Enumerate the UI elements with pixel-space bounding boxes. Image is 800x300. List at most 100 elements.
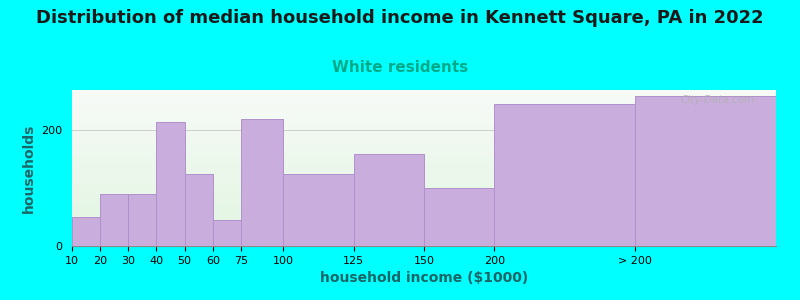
Y-axis label: households: households: [22, 123, 35, 213]
Bar: [72, 213, 776, 214]
Bar: [635, 96, 776, 246]
Bar: [157, 122, 185, 246]
Bar: [72, 223, 776, 224]
Text: Distribution of median household income in Kennett Square, PA in 2022: Distribution of median household income …: [36, 9, 764, 27]
Bar: [72, 152, 776, 153]
Bar: [72, 232, 776, 233]
Bar: [72, 164, 776, 165]
Text: City-Data.com: City-Data.com: [681, 95, 755, 105]
Bar: [72, 157, 776, 158]
Bar: [72, 112, 776, 113]
Bar: [72, 131, 776, 132]
Bar: [72, 241, 776, 242]
Bar: [72, 90, 776, 91]
Bar: [72, 163, 776, 164]
Bar: [72, 139, 776, 140]
Bar: [72, 92, 776, 93]
Bar: [72, 188, 776, 189]
Bar: [72, 199, 776, 200]
Bar: [72, 121, 776, 122]
Bar: [72, 102, 776, 103]
Bar: [72, 236, 776, 237]
Bar: [72, 174, 776, 175]
Bar: [72, 138, 776, 139]
Bar: [72, 201, 776, 202]
Bar: [72, 149, 776, 150]
Bar: [72, 167, 776, 168]
Bar: [72, 190, 776, 191]
Bar: [185, 174, 213, 246]
Bar: [72, 126, 776, 127]
Bar: [72, 226, 776, 227]
Bar: [72, 134, 776, 135]
Bar: [72, 195, 776, 196]
Bar: [72, 148, 776, 149]
Bar: [72, 169, 776, 170]
Bar: [72, 197, 776, 198]
Bar: [72, 171, 776, 172]
Bar: [72, 136, 776, 137]
Bar: [72, 211, 776, 212]
Bar: [72, 227, 776, 228]
Bar: [72, 202, 776, 203]
Bar: [72, 108, 776, 109]
Bar: [72, 143, 776, 144]
Bar: [72, 189, 776, 190]
Bar: [72, 109, 776, 110]
Bar: [72, 243, 776, 244]
Bar: [72, 150, 776, 151]
Bar: [72, 205, 776, 206]
Bar: [72, 182, 776, 183]
Bar: [72, 162, 776, 163]
Bar: [72, 244, 776, 245]
Bar: [72, 117, 776, 118]
Bar: [72, 119, 776, 120]
Bar: [72, 215, 776, 216]
Bar: [72, 153, 776, 154]
Bar: [72, 116, 776, 117]
Bar: [72, 118, 776, 119]
Bar: [72, 217, 100, 246]
Bar: [72, 192, 776, 193]
Bar: [72, 193, 776, 194]
Bar: [72, 176, 776, 177]
Bar: [72, 239, 776, 240]
Bar: [72, 124, 776, 125]
Bar: [72, 144, 776, 145]
Bar: [72, 100, 776, 101]
Bar: [72, 235, 776, 236]
Bar: [72, 99, 776, 100]
Bar: [72, 172, 776, 173]
Bar: [72, 98, 776, 99]
Bar: [72, 212, 776, 213]
Bar: [72, 168, 776, 169]
Bar: [72, 161, 776, 162]
Bar: [72, 113, 776, 114]
Bar: [72, 122, 776, 123]
Bar: [72, 240, 776, 241]
Bar: [72, 209, 776, 210]
Bar: [72, 221, 776, 222]
Bar: [72, 175, 776, 176]
Bar: [72, 184, 776, 185]
Bar: [72, 135, 776, 136]
Bar: [72, 170, 776, 171]
Bar: [72, 208, 776, 209]
Bar: [72, 140, 776, 141]
Bar: [100, 194, 128, 246]
Bar: [72, 178, 776, 179]
Bar: [72, 173, 776, 174]
Bar: [72, 204, 776, 205]
Bar: [128, 194, 157, 246]
Bar: [72, 120, 776, 121]
Bar: [72, 96, 776, 97]
Bar: [72, 94, 776, 95]
Bar: [72, 128, 776, 129]
Bar: [72, 146, 776, 147]
Bar: [72, 229, 776, 230]
Bar: [72, 179, 776, 180]
Bar: [72, 93, 776, 94]
Bar: [72, 219, 776, 220]
Bar: [72, 186, 776, 187]
Bar: [72, 191, 776, 192]
